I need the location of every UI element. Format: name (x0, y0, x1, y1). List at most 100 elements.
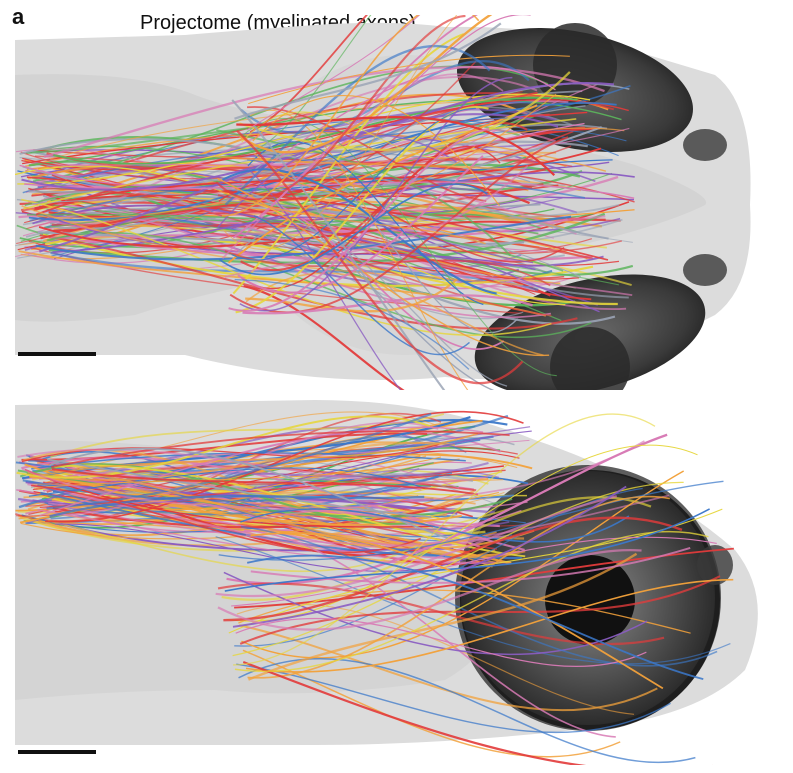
axon-trace (33, 149, 635, 203)
axon-trace (29, 176, 586, 222)
axon-trace (233, 413, 656, 666)
axon-trace (242, 294, 533, 315)
axon-trace (245, 15, 372, 155)
axon-trace (221, 15, 480, 217)
axon-trace (234, 278, 470, 370)
axon-trace (249, 109, 469, 390)
axon-trace (32, 204, 604, 267)
axon-trace (253, 215, 470, 356)
axon-trace (35, 215, 572, 261)
axon-trace (39, 469, 506, 509)
axon-trace (40, 168, 546, 240)
axon-trace (239, 71, 571, 151)
dorsal-axon-traces (15, 15, 635, 390)
axon-trace (51, 468, 479, 496)
axon-trace (51, 113, 550, 197)
axon-trace (215, 15, 466, 201)
axon-trace (18, 250, 547, 317)
axon-trace (46, 458, 432, 518)
axon-trace (53, 521, 454, 552)
axon-trace (223, 516, 683, 622)
axon-trace (240, 508, 630, 543)
axon-trace (16, 415, 431, 479)
axon-trace (241, 470, 685, 659)
axon-trace (232, 481, 684, 657)
axon-trace (218, 183, 488, 276)
axon-trace (240, 525, 718, 667)
axon-trace (234, 530, 709, 672)
axon-trace (36, 127, 625, 219)
axon-trace (234, 22, 502, 120)
axon-trace (224, 508, 710, 592)
axon-trace (50, 251, 539, 291)
axon-trace (224, 250, 551, 287)
axon-trace (250, 15, 531, 167)
axon-trace (242, 660, 713, 765)
axon-trace (235, 617, 647, 668)
axon-trace (252, 95, 500, 207)
axon-trace (37, 509, 459, 564)
axon-trace (29, 475, 512, 565)
axon-trace (217, 549, 642, 631)
axon-trace (218, 178, 565, 263)
axon-trace (33, 456, 442, 489)
axon-trace (231, 536, 717, 607)
axon-trace (217, 177, 550, 356)
axon-trace (243, 529, 616, 738)
axon-trace (239, 15, 493, 154)
axon-trace (27, 213, 564, 272)
axon-trace (226, 444, 698, 622)
axon-trace (50, 97, 519, 160)
axon-trace (24, 132, 607, 172)
axon-trace (216, 129, 512, 257)
axon-trace (240, 145, 501, 290)
axon-trace (49, 447, 457, 542)
axon-trace (38, 220, 531, 248)
axon-trace (245, 494, 670, 548)
axon-trace (218, 190, 486, 245)
axon-trace (19, 122, 585, 188)
axon-trace (247, 552, 638, 681)
axon-trace (246, 15, 421, 131)
axon-trace (231, 107, 476, 261)
axon-trace (50, 430, 510, 469)
axon-trace (236, 115, 556, 176)
axon-trace (41, 411, 454, 476)
axon-trace (231, 99, 446, 390)
axon-trace (215, 155, 523, 172)
axon-trace (236, 663, 671, 734)
axon-trace (43, 510, 493, 568)
axon-trace (17, 448, 489, 484)
panel-letter: a (12, 4, 25, 29)
axon-trace (215, 536, 731, 665)
axon-trace (17, 93, 591, 185)
axon-trace (243, 440, 645, 523)
axon-trace (49, 495, 425, 518)
lateral-axon-traces (15, 411, 734, 765)
axon-trace (54, 523, 468, 572)
axon-trace (53, 96, 578, 165)
axon-trace (232, 485, 627, 628)
scale-bar-dorsal (18, 352, 96, 356)
axon-trace (246, 554, 704, 680)
axon-trace (242, 118, 557, 377)
scale-bar-lateral (18, 750, 96, 754)
axon-trace (24, 468, 435, 528)
axon-trace (230, 216, 534, 264)
axon-trace (248, 54, 570, 105)
axon-trace (250, 532, 664, 690)
axon-trace (236, 129, 524, 385)
axon-trace (224, 15, 458, 250)
axon-trace (245, 578, 734, 673)
axon-trace (46, 127, 630, 167)
axon-trace (218, 480, 724, 561)
axon-trace (30, 484, 422, 554)
axon-trace (21, 467, 418, 526)
axon-trace (223, 571, 648, 656)
axon-trace (228, 127, 490, 312)
axon-trace (47, 231, 592, 339)
axon-trace (215, 495, 617, 598)
axon-trace (245, 272, 544, 357)
axon-trace (239, 76, 513, 312)
dorsal-view-image (15, 15, 751, 390)
